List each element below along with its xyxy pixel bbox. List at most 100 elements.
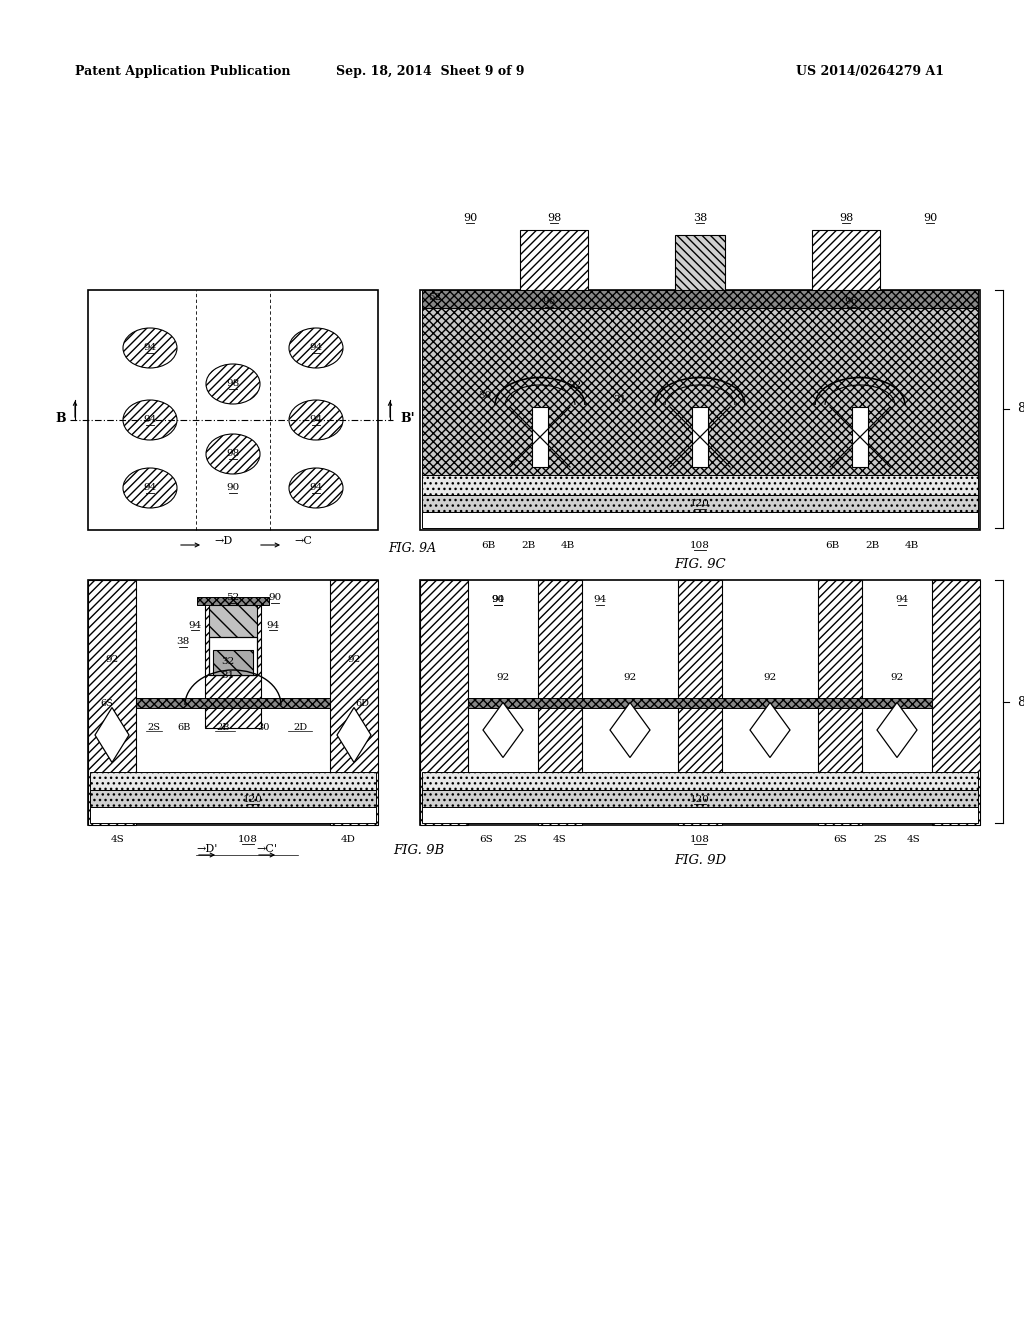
Text: 94: 94 [266, 620, 280, 630]
Text: 38: 38 [176, 638, 189, 647]
Text: 2S: 2S [873, 834, 887, 843]
Bar [422, 495, 978, 512]
Text: 92: 92 [497, 673, 510, 682]
Ellipse shape [206, 364, 260, 404]
Bar [420, 579, 468, 825]
Text: 52: 52 [428, 293, 441, 302]
Bar [422, 772, 978, 789]
Text: 94: 94 [143, 343, 157, 352]
Bar [88, 290, 378, 531]
Text: →C: →C [294, 536, 312, 546]
Text: 6B: 6B [825, 540, 839, 549]
Bar [852, 407, 868, 467]
Text: 94: 94 [143, 416, 157, 425]
Text: 98: 98 [547, 213, 561, 223]
Bar [88, 579, 378, 825]
Text: 92: 92 [105, 656, 119, 664]
Polygon shape [750, 702, 790, 758]
Text: 94: 94 [309, 416, 323, 425]
Polygon shape [610, 702, 650, 758]
Bar [90, 807, 376, 822]
Text: 90: 90 [923, 213, 937, 223]
Bar [422, 807, 978, 822]
Text: 120: 120 [690, 499, 710, 508]
Text: 120: 120 [243, 795, 263, 804]
Text: 31: 31 [221, 671, 234, 680]
Ellipse shape [123, 469, 177, 508]
Text: 90: 90 [268, 594, 282, 602]
Bar [420, 579, 980, 825]
Text: B': B' [400, 412, 415, 425]
Bar [209, 638, 257, 675]
Text: 6B: 6B [177, 723, 190, 733]
Text: 31: 31 [613, 396, 627, 404]
Text: 120: 120 [690, 795, 710, 804]
Text: B: B [55, 412, 66, 425]
Text: 8: 8 [1017, 403, 1024, 416]
Text: 2S: 2S [147, 723, 161, 733]
Text: 32: 32 [221, 657, 234, 667]
Ellipse shape [123, 400, 177, 440]
Polygon shape [337, 708, 371, 763]
Ellipse shape [123, 327, 177, 368]
Text: 108: 108 [238, 834, 258, 843]
Text: 92: 92 [624, 673, 637, 682]
Text: 90: 90 [226, 483, 240, 492]
Text: 2S: 2S [513, 834, 527, 843]
Text: 8: 8 [1017, 696, 1024, 709]
Text: 6S: 6S [479, 834, 493, 843]
Bar [675, 235, 725, 290]
Text: 2B: 2B [216, 723, 229, 733]
Bar [197, 597, 269, 605]
Polygon shape [877, 702, 918, 758]
Text: 94: 94 [492, 595, 505, 605]
Bar [818, 579, 862, 825]
Bar [692, 407, 708, 467]
Text: 38: 38 [693, 213, 708, 223]
Text: Sep. 18, 2014  Sheet 9 of 9: Sep. 18, 2014 Sheet 9 of 9 [336, 66, 524, 78]
Bar [520, 230, 588, 290]
Bar [209, 605, 257, 640]
Text: US 2014/0264279 A1: US 2014/0264279 A1 [796, 66, 944, 78]
Text: 4S: 4S [907, 834, 921, 843]
Text: 94: 94 [143, 483, 157, 492]
Bar [205, 598, 261, 729]
Bar [468, 698, 932, 708]
Bar [422, 290, 978, 308]
Text: 4B: 4B [905, 540, 920, 549]
Text: 98: 98 [839, 213, 853, 223]
Text: 94: 94 [593, 595, 606, 605]
Ellipse shape [289, 400, 343, 440]
Text: 4B: 4B [561, 540, 575, 549]
Text: 92: 92 [347, 656, 360, 664]
Ellipse shape [289, 327, 343, 368]
Bar [136, 698, 330, 708]
Text: 4S: 4S [112, 834, 125, 843]
Text: 98: 98 [226, 450, 240, 458]
Text: Patent Application Publication: Patent Application Publication [75, 66, 291, 78]
Bar [538, 579, 582, 825]
Text: 90: 90 [492, 595, 505, 605]
Bar [330, 579, 378, 825]
Ellipse shape [289, 469, 343, 508]
Text: 108: 108 [690, 540, 710, 549]
Bar [422, 512, 978, 528]
Text: 96: 96 [543, 297, 556, 306]
Text: 94: 94 [309, 343, 323, 352]
Text: FIG. 9B: FIG. 9B [393, 843, 444, 857]
Bar [422, 475, 978, 495]
Text: 2B: 2B [521, 540, 536, 549]
Bar [88, 579, 136, 825]
Bar [422, 308, 978, 475]
Text: FIG. 9A: FIG. 9A [388, 541, 436, 554]
Text: 94: 94 [188, 620, 202, 630]
Text: FIG. 9C: FIG. 9C [674, 558, 726, 572]
Text: →D: →D [214, 536, 232, 546]
Text: 94: 94 [309, 483, 323, 492]
Text: 30: 30 [478, 391, 492, 400]
Text: 94: 94 [895, 595, 908, 605]
Text: 92: 92 [763, 673, 776, 682]
Polygon shape [95, 708, 129, 763]
Text: 2B: 2B [865, 540, 880, 549]
Ellipse shape [206, 434, 260, 474]
